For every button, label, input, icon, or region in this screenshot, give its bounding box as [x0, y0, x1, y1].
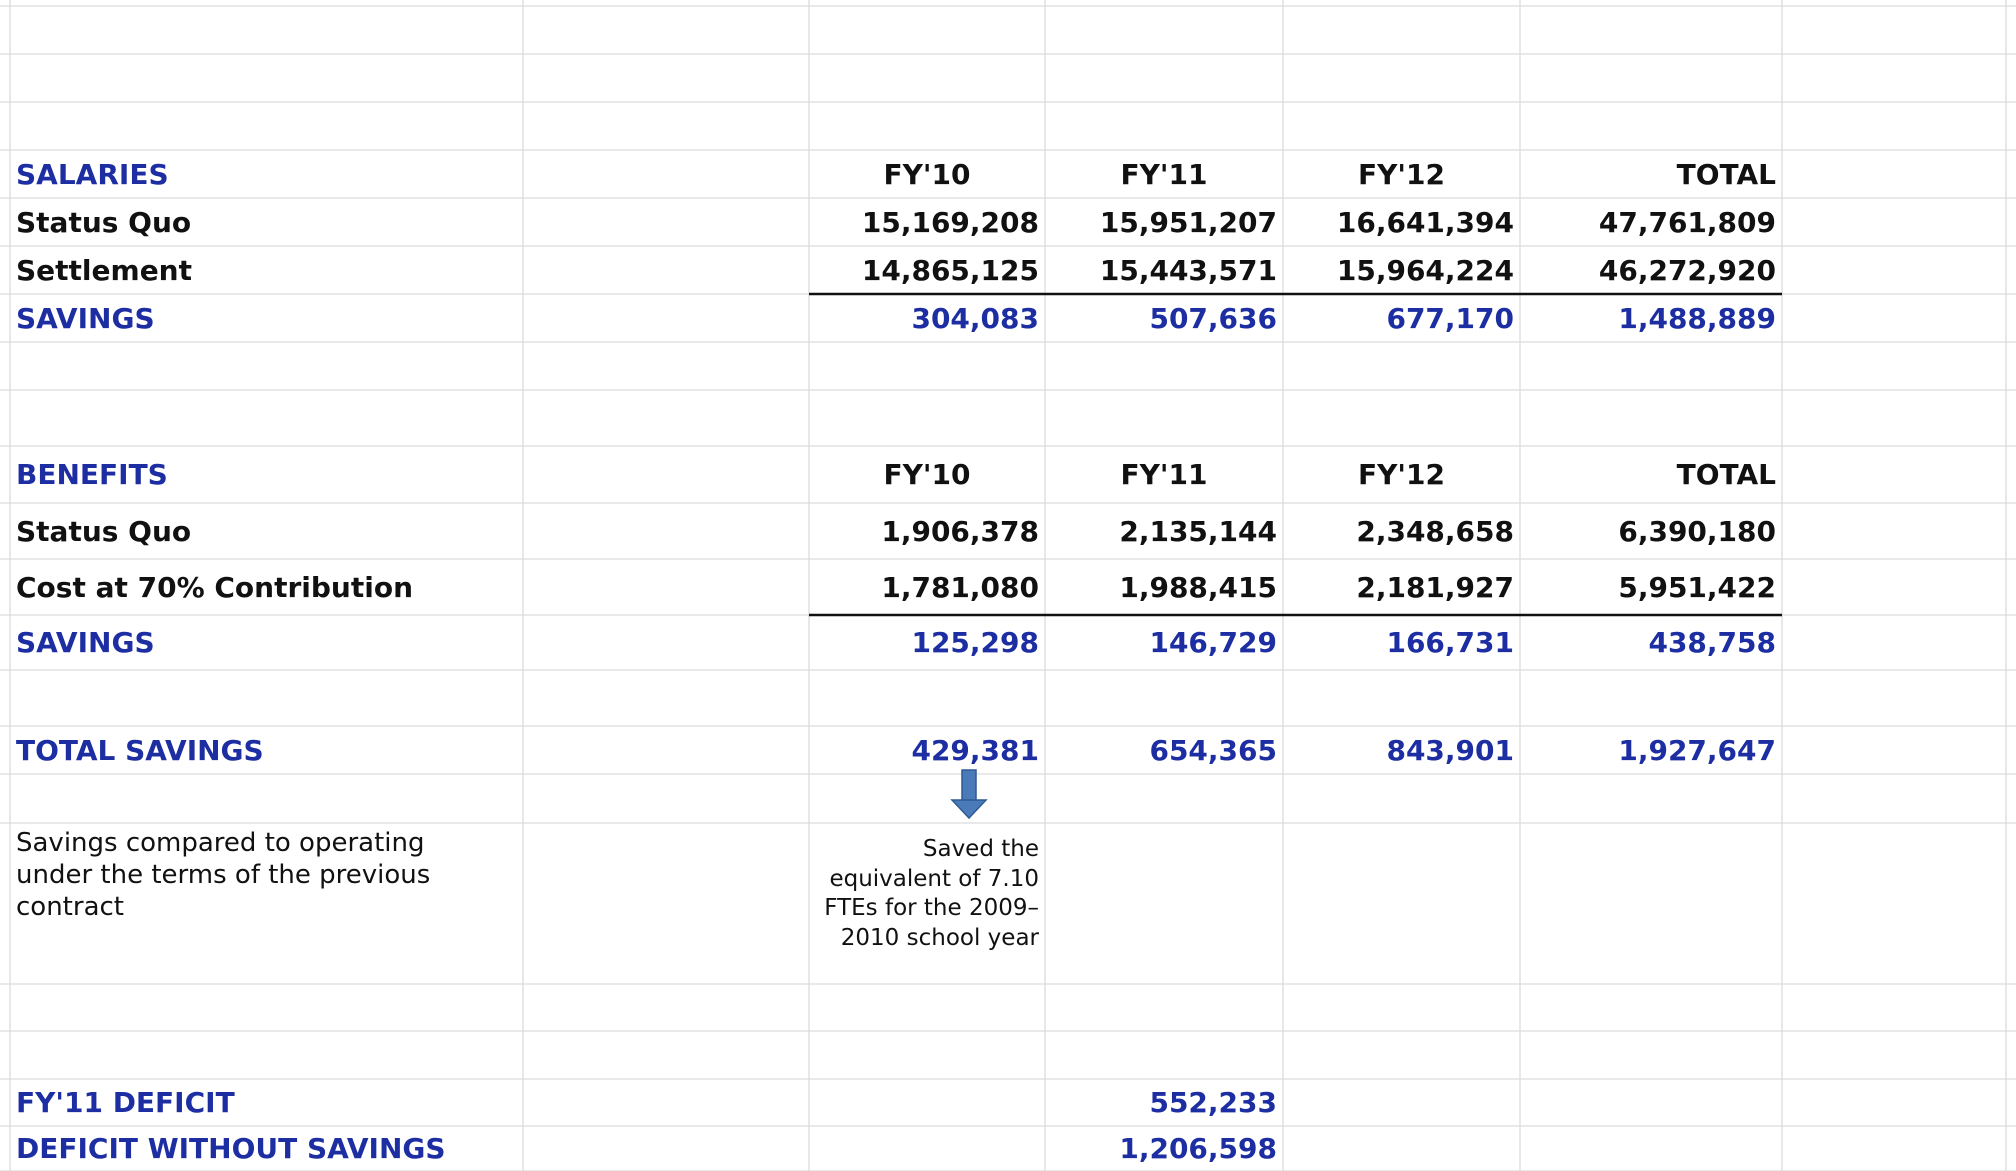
value-cell: 677,170: [1386, 301, 1514, 335]
row-label: Status Quo: [16, 205, 192, 239]
column-header: FY'10: [883, 458, 971, 491]
row-label: SAVINGS: [16, 626, 155, 659]
column-header: TOTAL: [1676, 458, 1776, 491]
value-cell: 654,365: [1149, 733, 1277, 767]
column-header: FY'10: [883, 157, 971, 191]
value-cell: 15,443,571: [1099, 253, 1277, 287]
column-header: FY'11: [1120, 157, 1208, 191]
section-heading: SALARIES: [16, 157, 169, 191]
value-cell: 5,951,422: [1618, 570, 1776, 604]
value-cell: 2,135,144: [1119, 514, 1277, 548]
value-cell: 14,865,125: [861, 253, 1039, 287]
value-cell: 15,169,208: [861, 205, 1039, 239]
value-cell: 146,729: [1149, 626, 1277, 659]
section-heading: BENEFITS: [16, 458, 168, 491]
value-cell: 438,758: [1648, 626, 1776, 659]
row-label: Cost at 70% Contribution: [16, 570, 414, 604]
value-cell: 304,083: [911, 301, 1039, 335]
value-cell: 16,641,394: [1336, 205, 1514, 239]
row-label: TOTAL SAVINGS: [16, 733, 264, 767]
note: Saved the equivalent of 7.10 FTEs for th…: [824, 836, 1039, 951]
value-cell: 2,348,658: [1356, 514, 1514, 548]
value-cell: 507,636: [1149, 301, 1277, 335]
column-header: TOTAL: [1676, 157, 1776, 191]
row-label: FY'11 DEFICIT: [16, 1086, 235, 1119]
row-label: Settlement: [16, 253, 192, 287]
value-cell: 1,206,598: [1119, 1132, 1277, 1165]
value-cell: 1,927,647: [1618, 733, 1776, 767]
value-cell: 15,951,207: [1099, 205, 1277, 239]
value-cell: 166,731: [1386, 626, 1514, 659]
value-cell: 1,488,889: [1618, 301, 1776, 335]
value-cell: 125,298: [911, 626, 1039, 659]
value-cell: 843,901: [1386, 733, 1514, 767]
column-header: FY'11: [1120, 458, 1208, 491]
row-label: DEFICIT WITHOUT SAVINGS: [16, 1132, 446, 1165]
column-header: FY'12: [1358, 458, 1445, 491]
value-cell: 1,781,080: [881, 570, 1039, 604]
value-cell: 1,988,415: [1119, 570, 1277, 604]
value-cell: 47,761,809: [1598, 205, 1776, 239]
arrow-icon: [950, 769, 988, 820]
value-cell: 552,233: [1149, 1086, 1277, 1119]
row-label: Status Quo: [16, 514, 192, 548]
value-cell: 46,272,920: [1598, 253, 1776, 287]
row-label: SAVINGS: [16, 301, 155, 335]
value-cell: 2,181,927: [1356, 570, 1514, 604]
column-header: FY'12: [1358, 157, 1445, 191]
value-cell: 1,906,378: [881, 514, 1039, 548]
description: Savings compared to operating under the …: [16, 828, 431, 922]
value-cell: 429,381: [911, 733, 1039, 767]
value-cell: 15,964,224: [1336, 253, 1514, 287]
value-cell: 6,390,180: [1618, 514, 1776, 548]
